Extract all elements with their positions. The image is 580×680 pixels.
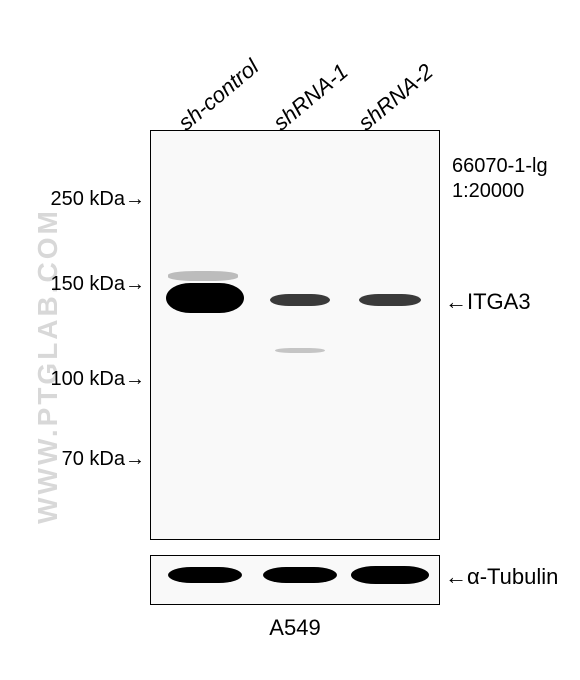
antibody-catalog-label: 66070-1-lg [452,155,548,178]
arrow-left-icon: ← [445,289,467,314]
watermark-text: WWW.PTGLAB.COM [32,208,64,524]
mw-marker: 100 kDa→ [51,368,146,391]
cell-line-label: A549 [260,615,330,641]
western-blot-figure: WWW.PTGLAB.COM sh-control shRNA-1 shRNA-… [0,0,580,680]
band [270,294,330,306]
lane-label: sh-control [173,54,264,136]
arrow-right-icon: → [125,273,145,296]
lane-label: shRNA-2 [353,59,438,136]
target-protein-label: ←ITGA3 [445,289,531,315]
band [359,294,421,306]
band [166,283,244,313]
lane-label: shRNA-1 [268,59,353,136]
band [168,567,242,583]
main-blot-frame [150,130,440,540]
arrow-left-icon: ← [445,564,467,589]
mw-marker: 150 kDa→ [51,273,146,296]
arrow-right-icon: → [125,188,145,211]
band [263,567,337,583]
band-faint [275,348,325,353]
band-smear [168,271,238,281]
arrow-right-icon: → [125,448,145,471]
arrow-right-icon: → [125,368,145,391]
antibody-dilution-label: 1:20000 [452,180,524,203]
mw-marker: 250 kDa→ [51,188,146,211]
band [351,566,429,584]
loading-control-label: ←α-Tubulin [445,564,558,590]
mw-marker: 70 kDa→ [62,448,145,471]
